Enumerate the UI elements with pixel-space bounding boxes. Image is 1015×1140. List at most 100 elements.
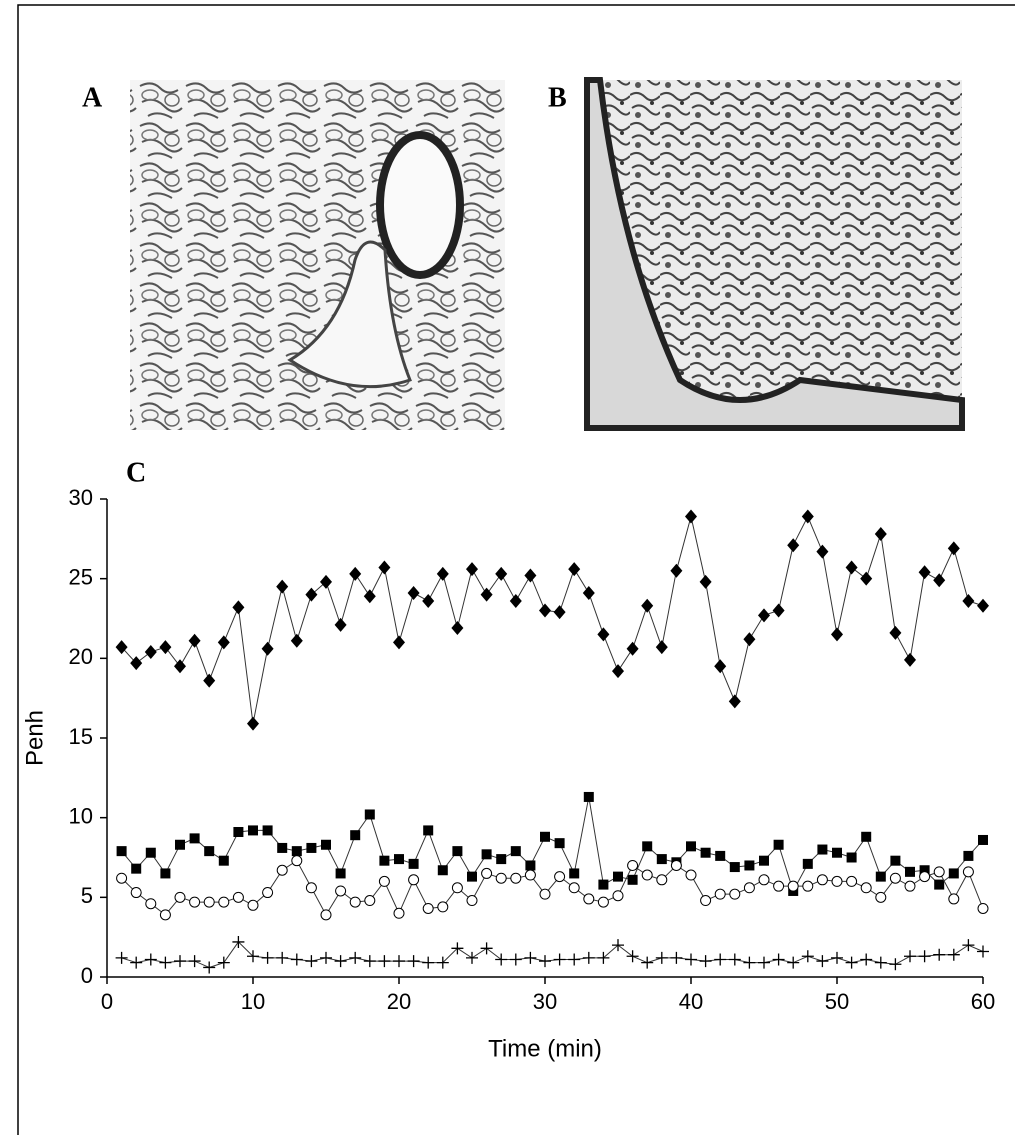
circle-marker (378, 875, 390, 887)
diamond-marker (320, 574, 332, 589)
plus-marker (568, 953, 581, 966)
circle-marker (203, 896, 215, 908)
square-marker (394, 854, 404, 865)
square-marker (408, 858, 419, 869)
square-marker (744, 860, 755, 871)
plus-marker (509, 953, 522, 966)
plus-marker (714, 953, 727, 966)
square-marker (321, 839, 331, 850)
circle-marker (568, 882, 580, 894)
circle-marker (364, 895, 376, 907)
plus-marker (977, 945, 989, 958)
square-marker (832, 847, 842, 858)
plus-marker (290, 953, 303, 966)
plus-marker (947, 948, 960, 961)
plus-marker (480, 942, 493, 955)
square-marker (306, 842, 317, 853)
plus-marker (217, 956, 230, 969)
square-marker (861, 831, 872, 842)
circle-marker (335, 885, 347, 897)
circle-marker (408, 874, 420, 886)
diamond-marker (728, 694, 741, 709)
circle-marker (159, 909, 171, 921)
diamond-marker (217, 635, 230, 650)
square-marker (262, 825, 273, 836)
diamond-marker (553, 605, 566, 620)
plus-marker (831, 951, 843, 964)
circle-marker (656, 874, 668, 886)
square-marker (919, 865, 930, 876)
plus-marker (334, 955, 347, 968)
square-marker (642, 841, 653, 852)
plus-marker (874, 956, 887, 969)
diamond-marker (568, 562, 581, 577)
circle-marker (349, 896, 361, 908)
circle-marker (685, 869, 697, 881)
diamond-marker (626, 641, 639, 656)
diamond-marker (874, 527, 887, 542)
plus-marker (699, 955, 712, 968)
diamond-marker (918, 565, 931, 580)
y-tick-label: 30 (69, 485, 93, 510)
circle-marker (729, 888, 741, 900)
diamond-marker (451, 621, 464, 636)
circle-marker (627, 859, 639, 871)
plus-marker (247, 950, 259, 963)
square-marker (715, 850, 726, 861)
diamond-marker (582, 586, 595, 601)
circle-marker (700, 895, 712, 907)
circle-marker (130, 887, 142, 899)
plus-marker (451, 942, 464, 955)
circle-marker (481, 867, 493, 879)
circle-marker (145, 898, 157, 910)
diamond-marker (977, 598, 989, 613)
square-marker (379, 855, 390, 866)
diamond-marker (436, 566, 449, 581)
square-marker (510, 846, 521, 857)
square-marker (934, 879, 945, 890)
circle-marker (276, 864, 288, 876)
square-marker (335, 868, 346, 879)
diamond-marker (159, 640, 172, 655)
panel-label: C (126, 457, 146, 488)
square-marker (802, 858, 813, 869)
circle-marker (451, 882, 463, 894)
diamond-marker (962, 593, 975, 608)
y-tick-label: 5 (81, 883, 93, 908)
circle-marker (539, 888, 551, 900)
diamond-marker (699, 574, 712, 589)
plus-marker (655, 951, 668, 964)
square-marker (569, 868, 580, 879)
diamond-marker (685, 509, 697, 524)
circle-marker (773, 880, 785, 892)
x-tick-label: 0 (101, 989, 113, 1014)
diamond-marker (144, 644, 157, 659)
square-marker (189, 833, 200, 844)
square-marker (145, 847, 156, 858)
circle-marker (437, 901, 449, 913)
circle-marker (583, 893, 595, 905)
plus-marker (159, 956, 172, 969)
plus-marker (772, 953, 785, 966)
diamond-marker (904, 652, 916, 667)
square-marker (291, 846, 302, 857)
plus-marker (933, 948, 946, 961)
square-marker (452, 846, 463, 857)
plus-marker (232, 935, 245, 948)
pleura (584, 77, 965, 431)
square-marker (204, 846, 215, 857)
panel-label: B (548, 82, 567, 113)
circle-marker (612, 890, 624, 902)
y-tick-label: 25 (69, 564, 93, 589)
series-line (121, 941, 984, 968)
plus-marker (466, 951, 478, 964)
circle-marker (524, 869, 536, 881)
plus-marker (597, 951, 610, 964)
square-marker (437, 865, 448, 876)
square-marker (540, 831, 550, 842)
square-marker (613, 871, 623, 882)
circle-marker (948, 893, 960, 905)
square-marker (423, 825, 434, 836)
circle-marker (670, 859, 682, 871)
diamond-marker (947, 541, 960, 556)
